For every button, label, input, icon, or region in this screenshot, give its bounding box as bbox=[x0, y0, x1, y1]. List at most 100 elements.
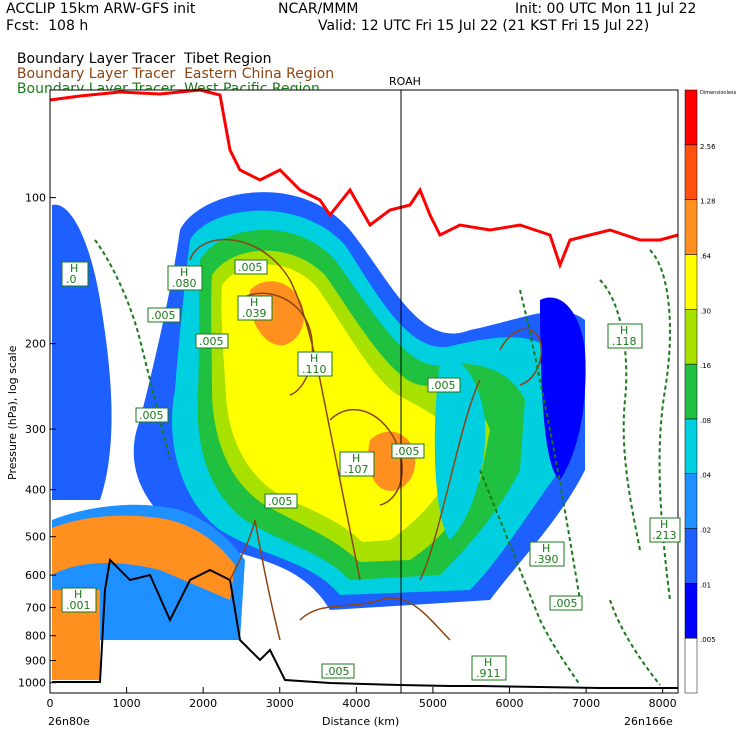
h-label-letter: H bbox=[180, 266, 188, 279]
legend-tibet: Boundary Layer Tracer Tibet Region bbox=[8, 35, 272, 67]
colorbar-label: 1.28 bbox=[700, 198, 716, 206]
h-label: H.080 bbox=[167, 265, 203, 291]
colorbar-label: .005 bbox=[700, 636, 716, 644]
x-tick-label: 3000 bbox=[266, 697, 294, 710]
y-tick-label: 500 bbox=[25, 531, 46, 544]
x-axis: 0 1000 2000 3000 4000 5000 6000 7000 8000 bbox=[47, 687, 677, 710]
contour-label-text: .005 bbox=[199, 335, 224, 348]
colorbar-label: 2.56 bbox=[700, 143, 716, 151]
h-label-value: .390 bbox=[534, 553, 559, 566]
y-tick-label: 800 bbox=[25, 630, 46, 643]
y-tick-label: 400 bbox=[25, 484, 46, 497]
h-label-letter: H bbox=[620, 324, 628, 337]
colorbar-label: .01 bbox=[700, 581, 711, 589]
legend-tibet-region: Tibet Region bbox=[184, 51, 272, 67]
h-label-letter: H bbox=[484, 656, 492, 669]
y-axis-title: Pressure (hPa), log scale bbox=[6, 345, 19, 480]
org-label: NCAR/MMM bbox=[278, 1, 359, 17]
colorbar-swatch bbox=[684, 583, 698, 639]
contour-label: .005 bbox=[427, 377, 461, 393]
x-tick-label: 2000 bbox=[189, 697, 217, 710]
y-tick-label: 900 bbox=[25, 655, 46, 668]
colorbar-label: Dimensionless bbox=[700, 90, 737, 96]
h-label: H.390 bbox=[529, 541, 565, 567]
colorbar-label: .02 bbox=[700, 527, 711, 535]
legend-eastern-china-label: Boundary Layer Tracer bbox=[16, 66, 176, 82]
terrain-line bbox=[52, 557, 678, 689]
y-tick-label: 700 bbox=[25, 602, 46, 615]
h-label: H.110 bbox=[297, 351, 333, 377]
forecast-hour: Fcst: 108 h bbox=[6, 18, 89, 34]
legend-eastern-china-region: Eastern China Region bbox=[184, 66, 335, 82]
y-tick-label: 1000 bbox=[18, 677, 46, 690]
h-label: H.0 bbox=[61, 261, 89, 287]
y-axis: 100 200 300 400 500 600 700 800 900 1000 bbox=[18, 192, 56, 690]
x-axis-title: Distance (km) bbox=[322, 715, 399, 728]
colorbar-swatch bbox=[684, 309, 698, 365]
h-label-value: .213 bbox=[652, 529, 677, 542]
contour-label-text: .005 bbox=[139, 409, 164, 422]
h-label-letter: H bbox=[70, 262, 78, 275]
h-label: H.118 bbox=[607, 323, 643, 349]
eastern-china-contours bbox=[189, 238, 542, 641]
x-tick-label: 8000 bbox=[649, 697, 677, 710]
y-tick-label: 600 bbox=[25, 569, 46, 582]
x-tick-label: 1000 bbox=[113, 697, 141, 710]
x-start-label: 26n80e bbox=[48, 715, 90, 728]
x-tick-label: 5000 bbox=[419, 697, 447, 710]
x-end-label: 26n166e bbox=[624, 715, 673, 728]
y-tick-label: 100 bbox=[25, 192, 46, 205]
colorbar-swatch bbox=[684, 637, 698, 694]
h-label-value: .107 bbox=[344, 463, 369, 476]
contour-labels: .005 .005 .005 .005 .005 .005 .005 .005 … bbox=[135, 259, 583, 679]
h-label-value: .118 bbox=[612, 335, 637, 348]
contour-label: .005 bbox=[195, 333, 229, 349]
init-time: Init: 00 UTC Mon 11 Jul 22 bbox=[515, 1, 697, 17]
legend-tibet-label: Boundary Layer Tracer bbox=[16, 51, 176, 67]
shade-right-cyan bbox=[434, 358, 486, 540]
h-label-letter: H bbox=[542, 542, 550, 555]
h-label-letter: H bbox=[352, 452, 360, 465]
colorbar-swatch bbox=[684, 199, 698, 255]
h-label-value: .001 bbox=[66, 599, 91, 612]
x-tick-label: 0 bbox=[47, 697, 54, 710]
contour-label-text: .005 bbox=[325, 665, 350, 678]
contour-label: .005 bbox=[264, 493, 298, 509]
h-label: H.911 bbox=[471, 655, 507, 681]
h-label-value: .0 bbox=[66, 273, 77, 286]
legend-eastern-china: Boundary Layer Tracer Eastern China Regi… bbox=[8, 50, 334, 82]
plot-area: ROAH bbox=[49, 75, 679, 694]
x-tick-label: 4000 bbox=[342, 697, 370, 710]
h-label: H.001 bbox=[61, 587, 97, 613]
contour-label-text: .005 bbox=[431, 379, 456, 392]
contour-label-text: .005 bbox=[268, 495, 293, 508]
model-title: ACCLIP 15km ARW-GFS init bbox=[6, 1, 196, 17]
shade-bl-orange bbox=[52, 515, 235, 600]
colorbar-label: .30 bbox=[700, 307, 711, 315]
colorbar: .005 .01 .02 .04 .08 .16 .30 .64 1.28 2.56 Dimensi… bbox=[684, 89, 737, 694]
h-label: H.039 bbox=[237, 295, 273, 321]
contour-label-text: .005 bbox=[395, 445, 420, 458]
tropopause-line bbox=[49, 88, 679, 270]
h-label-letter: H bbox=[250, 296, 258, 309]
shade-orange-2 bbox=[368, 431, 416, 491]
contour-label-text: .005 bbox=[238, 261, 263, 274]
colorbar-label: .08 bbox=[700, 417, 711, 425]
colorbar-swatch bbox=[684, 144, 698, 200]
h-label-letter: H bbox=[310, 352, 318, 365]
contour-label: .005 bbox=[321, 663, 355, 679]
colorbar-swatch bbox=[684, 89, 698, 146]
colorbar-swatch bbox=[684, 254, 698, 310]
valid-time: Valid: 12 UTC Fri 15 Jul 22 (21 KST Fri … bbox=[318, 18, 650, 34]
h-label-value: .110 bbox=[302, 363, 327, 376]
contour-label-text: .005 bbox=[151, 309, 176, 322]
h-labels: H.0 H.080 H.039 H.110 H.107 H.118 H.213 … bbox=[61, 261, 681, 681]
colorbar-label: .64 bbox=[700, 252, 712, 260]
contour-label-text: .005 bbox=[553, 597, 578, 610]
contour-label: .005 bbox=[234, 259, 268, 275]
colorbar-swatch bbox=[684, 363, 698, 420]
h-label-letter: H bbox=[660, 518, 668, 531]
h-label-value: .039 bbox=[242, 307, 267, 320]
h-label-value: .080 bbox=[172, 277, 197, 290]
